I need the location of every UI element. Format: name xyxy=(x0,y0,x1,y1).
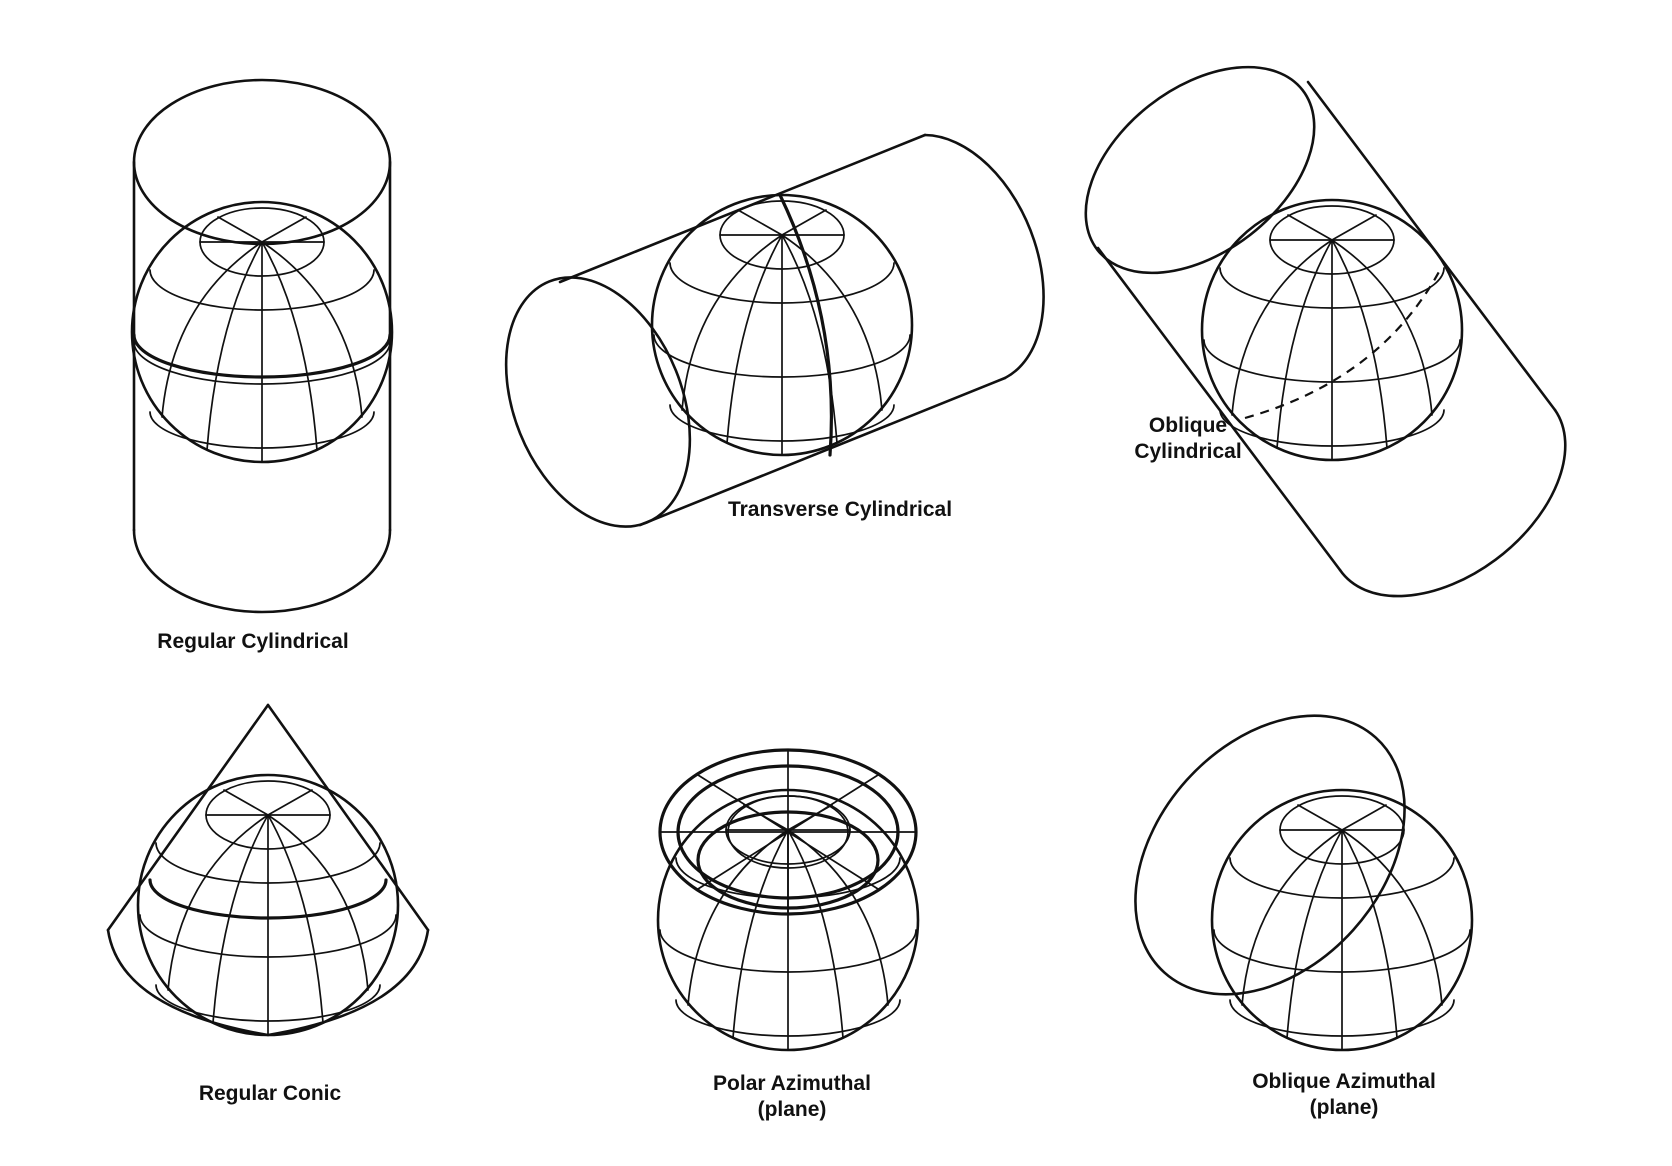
label-polar-azimuthal-2: (plane) xyxy=(758,1098,827,1121)
label-oblique-cylindrical-1: Oblique xyxy=(1149,414,1227,437)
label-regular-conic: Regular Conic xyxy=(199,1082,342,1105)
polar-azimuthal-figure xyxy=(656,748,920,1052)
regular-cylindrical-figure xyxy=(130,78,394,614)
oblique-azimuthal-figure xyxy=(1134,714,1474,1052)
transverse-cylindrical-figure xyxy=(504,133,1045,528)
oblique-cylindrical-figure xyxy=(1084,65,1567,598)
label-oblique-azimuthal-1: Oblique Azimuthal xyxy=(1252,1070,1436,1093)
label-oblique-azimuthal-2: (plane) xyxy=(1310,1096,1379,1119)
label-polar-azimuthal-1: Polar Azimuthal xyxy=(713,1072,871,1095)
label-transverse-cylindrical: Transverse Cylindrical xyxy=(728,498,952,521)
label-oblique-cylindrical-2: Cylindrical xyxy=(1134,440,1241,463)
regular-conic-figure xyxy=(106,703,430,1037)
label-regular-cylindrical: Regular Cylindrical xyxy=(157,630,348,653)
